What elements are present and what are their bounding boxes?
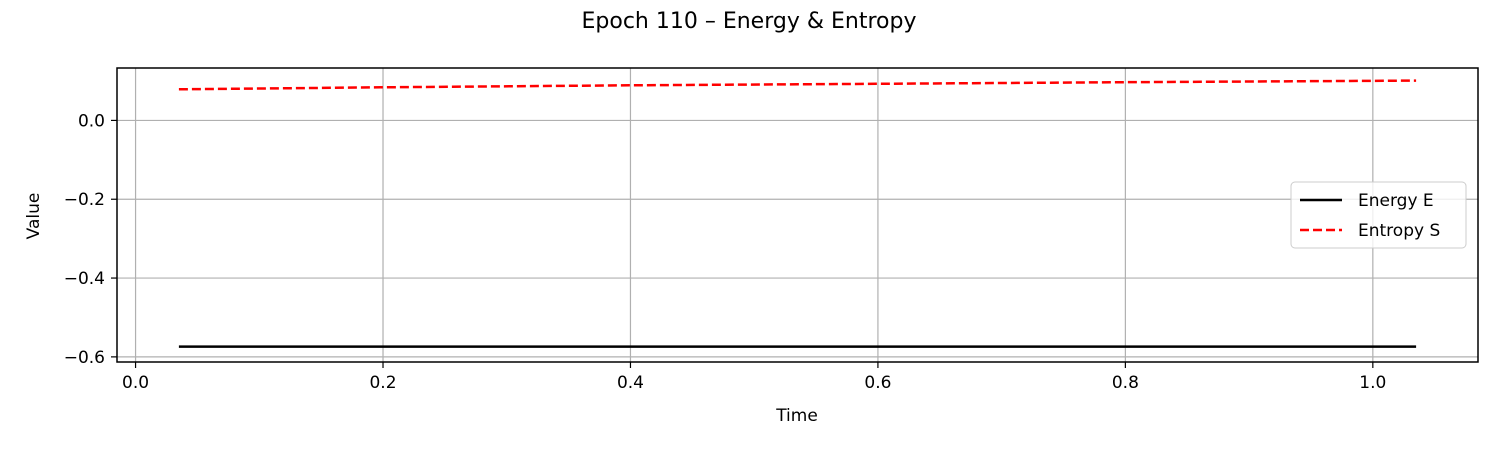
x-tick-label: 0.0 — [122, 373, 149, 393]
x-tick-label: 0.8 — [1112, 373, 1139, 393]
grid-layer — [117, 68, 1478, 362]
y-tick-label: −0.4 — [64, 269, 105, 289]
y-tick-label: 0.0 — [78, 111, 105, 131]
y-axis-ticks: 0.0 −0.2 −0.4 −0.6 — [64, 111, 117, 368]
series-line-entropy-s — [178, 79, 1417, 91]
legend-box — [1290, 181, 1467, 249]
plot-frame — [116, 67, 1479, 363]
x-tick-label: 0.6 — [864, 373, 891, 393]
y-axis-label: Value — [24, 193, 44, 240]
series-layer — [178, 79, 1417, 348]
x-tick-label: 0.2 — [369, 373, 396, 393]
legend-label-energy: Energy E — [1358, 191, 1434, 211]
chart-title: Epoch 110 – Energy & Entropy — [582, 9, 917, 34]
x-axis-label: Time — [775, 406, 818, 426]
x-tick-label: 1.0 — [1359, 373, 1386, 393]
x-tick-label: 0.4 — [617, 373, 644, 393]
x-axis-ticks: 0.0 0.2 0.4 0.6 0.8 1.0 — [122, 362, 1386, 393]
legend-label-entropy: Entropy S — [1358, 221, 1440, 241]
y-tick-label: −0.2 — [64, 190, 105, 210]
y-tick-label: −0.6 — [64, 348, 105, 368]
legend: Energy E Entropy S — [1290, 181, 1467, 249]
